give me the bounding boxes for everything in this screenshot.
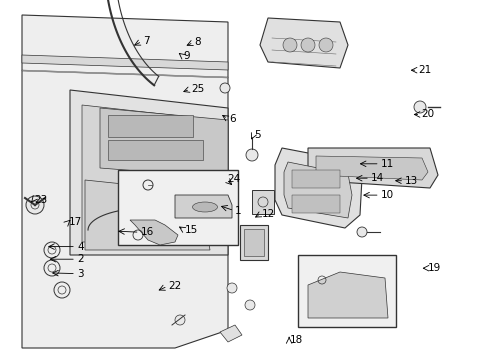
Text: 18: 18 (290, 335, 303, 345)
Circle shape (414, 101, 426, 113)
Text: 24: 24 (227, 174, 241, 184)
Text: 8: 8 (195, 37, 201, 48)
Polygon shape (100, 108, 228, 178)
Text: 5: 5 (254, 130, 261, 140)
Text: 12: 12 (262, 209, 275, 219)
Circle shape (245, 300, 255, 310)
Circle shape (246, 149, 258, 161)
Text: 15: 15 (185, 225, 198, 235)
Circle shape (227, 283, 237, 293)
Circle shape (283, 38, 297, 52)
Circle shape (175, 315, 185, 325)
Text: 19: 19 (428, 263, 441, 273)
Polygon shape (308, 272, 388, 318)
Text: 23: 23 (34, 195, 48, 205)
Bar (292, 195, 340, 213)
Text: 1: 1 (235, 206, 242, 216)
Text: 4: 4 (77, 242, 84, 252)
Circle shape (220, 83, 230, 93)
Text: 6: 6 (229, 114, 236, 124)
Text: 11: 11 (381, 159, 394, 169)
Text: 14: 14 (371, 173, 384, 183)
Circle shape (26, 196, 44, 214)
Bar (108, 140, 203, 160)
Bar (240, 225, 268, 260)
Polygon shape (220, 325, 242, 342)
Bar (292, 170, 340, 188)
Text: 9: 9 (183, 51, 190, 61)
Text: 25: 25 (191, 84, 204, 94)
Polygon shape (130, 220, 178, 245)
Polygon shape (316, 156, 428, 180)
Text: 22: 22 (169, 281, 182, 291)
Ellipse shape (193, 202, 218, 212)
Polygon shape (22, 15, 228, 348)
Polygon shape (22, 70, 228, 78)
Polygon shape (308, 148, 438, 188)
Text: 20: 20 (421, 109, 435, 120)
Polygon shape (82, 105, 216, 242)
Text: 10: 10 (381, 190, 394, 200)
Bar (108, 115, 193, 137)
Polygon shape (260, 18, 348, 68)
Bar (252, 190, 274, 214)
Circle shape (381, 308, 395, 322)
Polygon shape (70, 90, 228, 255)
Polygon shape (85, 180, 210, 250)
Bar (118, 170, 238, 245)
Bar (244, 229, 264, 256)
Polygon shape (175, 195, 232, 218)
Text: 13: 13 (405, 176, 418, 186)
Circle shape (319, 38, 333, 52)
Text: 7: 7 (143, 36, 150, 46)
Circle shape (357, 227, 367, 237)
Polygon shape (284, 162, 352, 218)
Text: 17: 17 (69, 217, 82, 228)
Text: 2: 2 (77, 254, 84, 264)
Polygon shape (22, 55, 228, 70)
Text: 21: 21 (418, 65, 432, 75)
Bar (298, 255, 396, 327)
Polygon shape (275, 148, 362, 228)
Circle shape (301, 38, 315, 52)
Text: 3: 3 (77, 269, 84, 279)
Text: 16: 16 (141, 227, 154, 237)
